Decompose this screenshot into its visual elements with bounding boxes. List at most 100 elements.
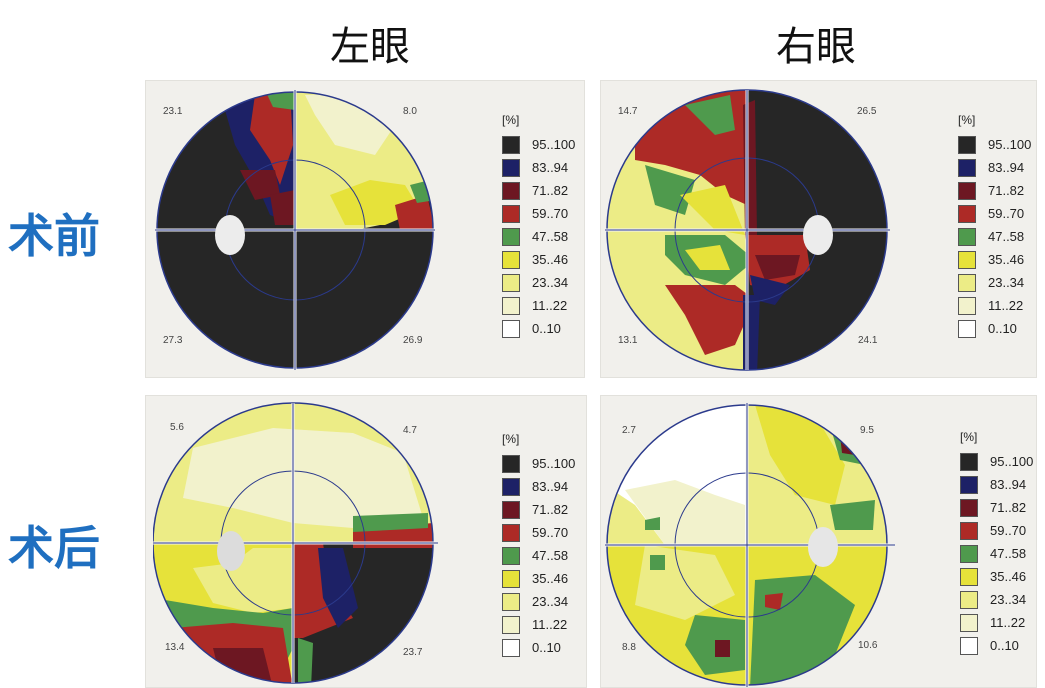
legend-item: 0..10: [502, 317, 575, 340]
legend-unit: [%]: [958, 113, 976, 127]
panel-post-left: 5.6 4.7 13.4 23.7 [%] 95..100 83..94 71..8…: [145, 395, 587, 688]
legend-label: 47..58: [532, 229, 569, 244]
legend-item: 0..10: [960, 634, 1033, 657]
legend-item: 47..58: [502, 544, 575, 567]
legend-swatch: [502, 227, 520, 246]
legend-label: 35..46: [988, 252, 1025, 267]
legend-item: 59..70: [960, 519, 1033, 542]
legend-label: 59..70: [532, 525, 569, 540]
legend-swatch: [960, 567, 978, 586]
panel-post-right: 2.7 9.5 8.8 10.6 [%] 95..100 83..94 71..82…: [600, 395, 1037, 688]
legend-swatch: [502, 500, 520, 519]
legend-label: 23..34: [990, 592, 1027, 607]
legend-label: 35..46: [532, 252, 569, 267]
corner-value-tr: 8.0: [403, 106, 417, 117]
legend-item: 23..34: [502, 590, 575, 613]
legend-swatch: [502, 273, 520, 292]
legend-unit: [%]: [960, 430, 978, 444]
legend-swatch: [958, 319, 976, 338]
corner-value-tl: 2.7: [622, 425, 636, 436]
legend-item: 35..46: [958, 248, 1031, 271]
legend-item: 0..10: [958, 317, 1031, 340]
corner-value-br: 23.7: [403, 647, 423, 658]
legend-item: 11..22: [502, 613, 575, 636]
legend-item: 83..94: [960, 473, 1033, 496]
visual-field-map: [605, 403, 895, 687]
legend-label: 11..22: [532, 298, 568, 313]
corner-value-br: 26.9: [403, 335, 423, 346]
legend-label: 95..100: [990, 454, 1034, 469]
legend-item: 83..94: [502, 156, 575, 179]
legend-swatch: [960, 613, 978, 632]
legend-label: 0..10: [990, 638, 1019, 653]
legend-item: 23..34: [960, 588, 1033, 611]
legend-item: 47..58: [958, 225, 1031, 248]
legend-item: 35..46: [960, 565, 1033, 588]
legend-label: 11..22: [990, 615, 1026, 630]
legend-item: 35..46: [502, 567, 575, 590]
visual-field-map: [153, 402, 438, 684]
legend-swatch: [958, 250, 976, 269]
legend-item: 95..100: [502, 133, 575, 156]
legend-item: 47..58: [960, 542, 1033, 565]
legend-swatch: [960, 475, 978, 494]
legend-item: 71..82: [960, 496, 1033, 519]
legend: [%] 95..100 83..94 71..82 59..70 47..58 35..4…: [958, 113, 1031, 340]
corner-value-bl: 8.8: [622, 642, 636, 653]
legend-label: 71..82: [532, 502, 569, 517]
legend-item: 71..82: [502, 498, 575, 521]
legend-swatch: [502, 296, 520, 315]
legend-swatch: [960, 498, 978, 517]
visual-field-map: [605, 89, 890, 371]
legend-label: 71..82: [532, 183, 569, 198]
legend-swatch: [958, 296, 976, 315]
legend-swatch: [958, 227, 976, 246]
corner-value-tl: 14.7: [618, 106, 638, 117]
legend-item: 35..46: [502, 248, 575, 271]
legend-unit: [%]: [502, 432, 520, 446]
legend-label: 23..34: [532, 275, 569, 290]
corner-value-tr: 26.5: [857, 106, 877, 117]
legend-swatch: [960, 521, 978, 540]
legend-swatch: [502, 569, 520, 588]
legend-label: 47..58: [990, 546, 1027, 561]
legend-label: 83..94: [532, 160, 569, 175]
legend-label: 0..10: [532, 640, 561, 655]
legend-item: 59..70: [502, 521, 575, 544]
legend-label: 11..22: [988, 298, 1024, 313]
legend-swatch: [502, 477, 520, 496]
legend-item: 95..100: [960, 450, 1033, 473]
legend-unit: [%]: [502, 113, 520, 127]
legend-item: 71..82: [958, 179, 1031, 202]
corner-value-tl: 5.6: [170, 422, 184, 433]
legend-label: 59..70: [990, 523, 1027, 538]
blind-spot: [215, 215, 245, 255]
before-surgery-label: 术前: [8, 209, 100, 263]
panel-pre-left: 23.1 8.0 27.3 26.9 [%] 95..100 83..94 71..…: [145, 80, 585, 378]
legend-label: 95..100: [532, 456, 576, 471]
legend-swatch: [502, 615, 520, 634]
legend-label: 11..22: [532, 617, 568, 632]
legend-swatch: [502, 204, 520, 223]
right-eye-header: 右眼: [776, 24, 856, 70]
legend-swatch: [502, 158, 520, 177]
legend-swatch: [502, 592, 520, 611]
legend-swatch: [502, 454, 520, 473]
legend-item: 11..22: [502, 294, 575, 317]
blind-spot: [217, 531, 245, 571]
legend-label: 59..70: [988, 206, 1025, 221]
legend-item: 71..82: [502, 179, 575, 202]
legend-label: 35..46: [532, 571, 569, 586]
legend-item: 83..94: [502, 475, 575, 498]
corner-value-bl: 13.4: [165, 642, 185, 653]
corner-value-bl: 13.1: [618, 335, 638, 346]
corner-value-tl: 23.1: [163, 106, 183, 117]
legend-item: 95..100: [958, 133, 1031, 156]
legend-label: 23..34: [532, 594, 569, 609]
legend-swatch: [958, 273, 976, 292]
legend-swatch: [958, 158, 976, 177]
legend-item: 23..34: [958, 271, 1031, 294]
legend-swatch: [502, 250, 520, 269]
after-surgery-label: 术后: [8, 521, 100, 575]
legend-label: 35..46: [990, 569, 1027, 584]
